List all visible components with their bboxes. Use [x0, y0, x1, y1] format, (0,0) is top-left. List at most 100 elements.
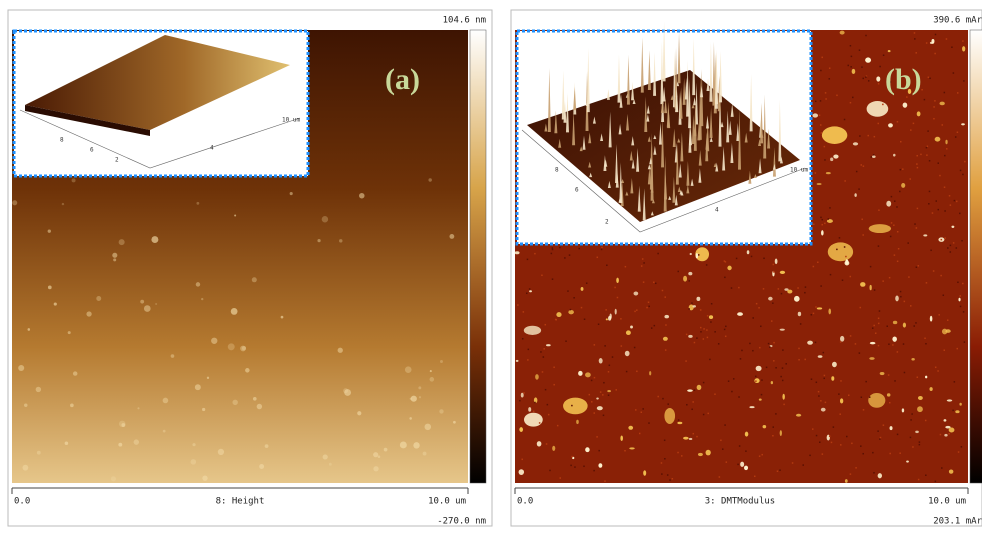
texture: [785, 363, 787, 365]
texture: [897, 121, 899, 123]
texture: [560, 477, 562, 479]
texture: [714, 331, 716, 333]
texture: [635, 409, 637, 411]
texture: [941, 239, 943, 241]
texture: [609, 314, 611, 320]
texture: [895, 296, 899, 302]
texture: [669, 479, 671, 481]
texture: [430, 377, 435, 382]
texture: [524, 413, 543, 427]
texture: [724, 329, 726, 331]
texture: [829, 207, 831, 209]
texture: [936, 200, 938, 202]
texture: [861, 164, 863, 166]
texture: [865, 35, 867, 37]
texture: [137, 407, 139, 409]
texture: [628, 426, 633, 430]
texture: [728, 380, 730, 382]
texture: [654, 325, 656, 327]
texture: [809, 455, 811, 457]
texture: [648, 301, 650, 303]
texture: [529, 290, 532, 292]
texture: [867, 101, 889, 117]
texture: [923, 234, 927, 236]
texture: [819, 114, 821, 116]
texture: [852, 69, 856, 74]
texture: [910, 305, 912, 307]
texture: [869, 396, 871, 398]
texture: [779, 469, 781, 471]
texture: [963, 80, 965, 82]
texture: [698, 254, 700, 256]
texture: [845, 259, 848, 264]
texture: [840, 444, 842, 446]
texture: [605, 309, 607, 311]
texture: [615, 309, 617, 315]
texture: [547, 404, 549, 406]
texture: [719, 476, 721, 478]
texture: [453, 421, 456, 424]
texture: [419, 396, 421, 398]
texture: [12, 200, 17, 205]
texture: [924, 338, 926, 340]
texture: [850, 45, 852, 47]
texture: [942, 124, 944, 126]
texture: [218, 449, 224, 455]
colorbar-max: 390.6 mAr: [933, 16, 982, 26]
texture: [815, 172, 817, 174]
texture: [519, 427, 523, 432]
texture: [665, 324, 667, 326]
texture: [914, 32, 916, 34]
inset-tick: 10 um: [282, 117, 300, 124]
texture: [839, 237, 841, 239]
texture: [914, 223, 916, 225]
texture: [893, 154, 895, 157]
texture: [54, 302, 57, 305]
texture: [890, 236, 892, 238]
texture: [960, 170, 962, 172]
texture: [825, 402, 827, 404]
texture: [898, 248, 900, 250]
texture: [916, 227, 918, 229]
texture: [720, 440, 722, 442]
texture: [875, 332, 877, 334]
texture: [904, 301, 906, 303]
texture: [657, 253, 659, 255]
texture: [683, 276, 687, 282]
texture: [755, 376, 757, 378]
texture: [781, 293, 783, 295]
texture: [703, 328, 705, 330]
texture: [642, 408, 644, 410]
texture: [378, 455, 381, 458]
texture: [543, 348, 545, 350]
texture: [911, 358, 914, 361]
texture: [802, 464, 804, 466]
texture: [944, 210, 946, 212]
texture: [944, 237, 946, 239]
texture: [571, 405, 573, 407]
texture: [813, 224, 815, 226]
texture: [740, 358, 742, 360]
texture: [65, 441, 69, 445]
texture: [339, 239, 342, 242]
texture: [86, 311, 91, 316]
texture: [862, 453, 864, 455]
texture: [428, 178, 431, 181]
texture: [900, 291, 902, 293]
texture: [900, 141, 902, 143]
texture: [863, 409, 865, 411]
texture: [597, 257, 599, 259]
texture: [913, 325, 915, 327]
texture: [892, 344, 894, 346]
texture: [850, 102, 852, 104]
texture: [725, 326, 727, 328]
texture: [957, 92, 959, 94]
texture: [932, 212, 934, 214]
texture: [696, 436, 698, 438]
inset-tick: 6: [575, 187, 579, 194]
texture: [551, 253, 553, 255]
texture: [945, 329, 950, 333]
texture: [522, 338, 524, 340]
texture: [853, 142, 858, 145]
texture: [962, 40, 964, 42]
